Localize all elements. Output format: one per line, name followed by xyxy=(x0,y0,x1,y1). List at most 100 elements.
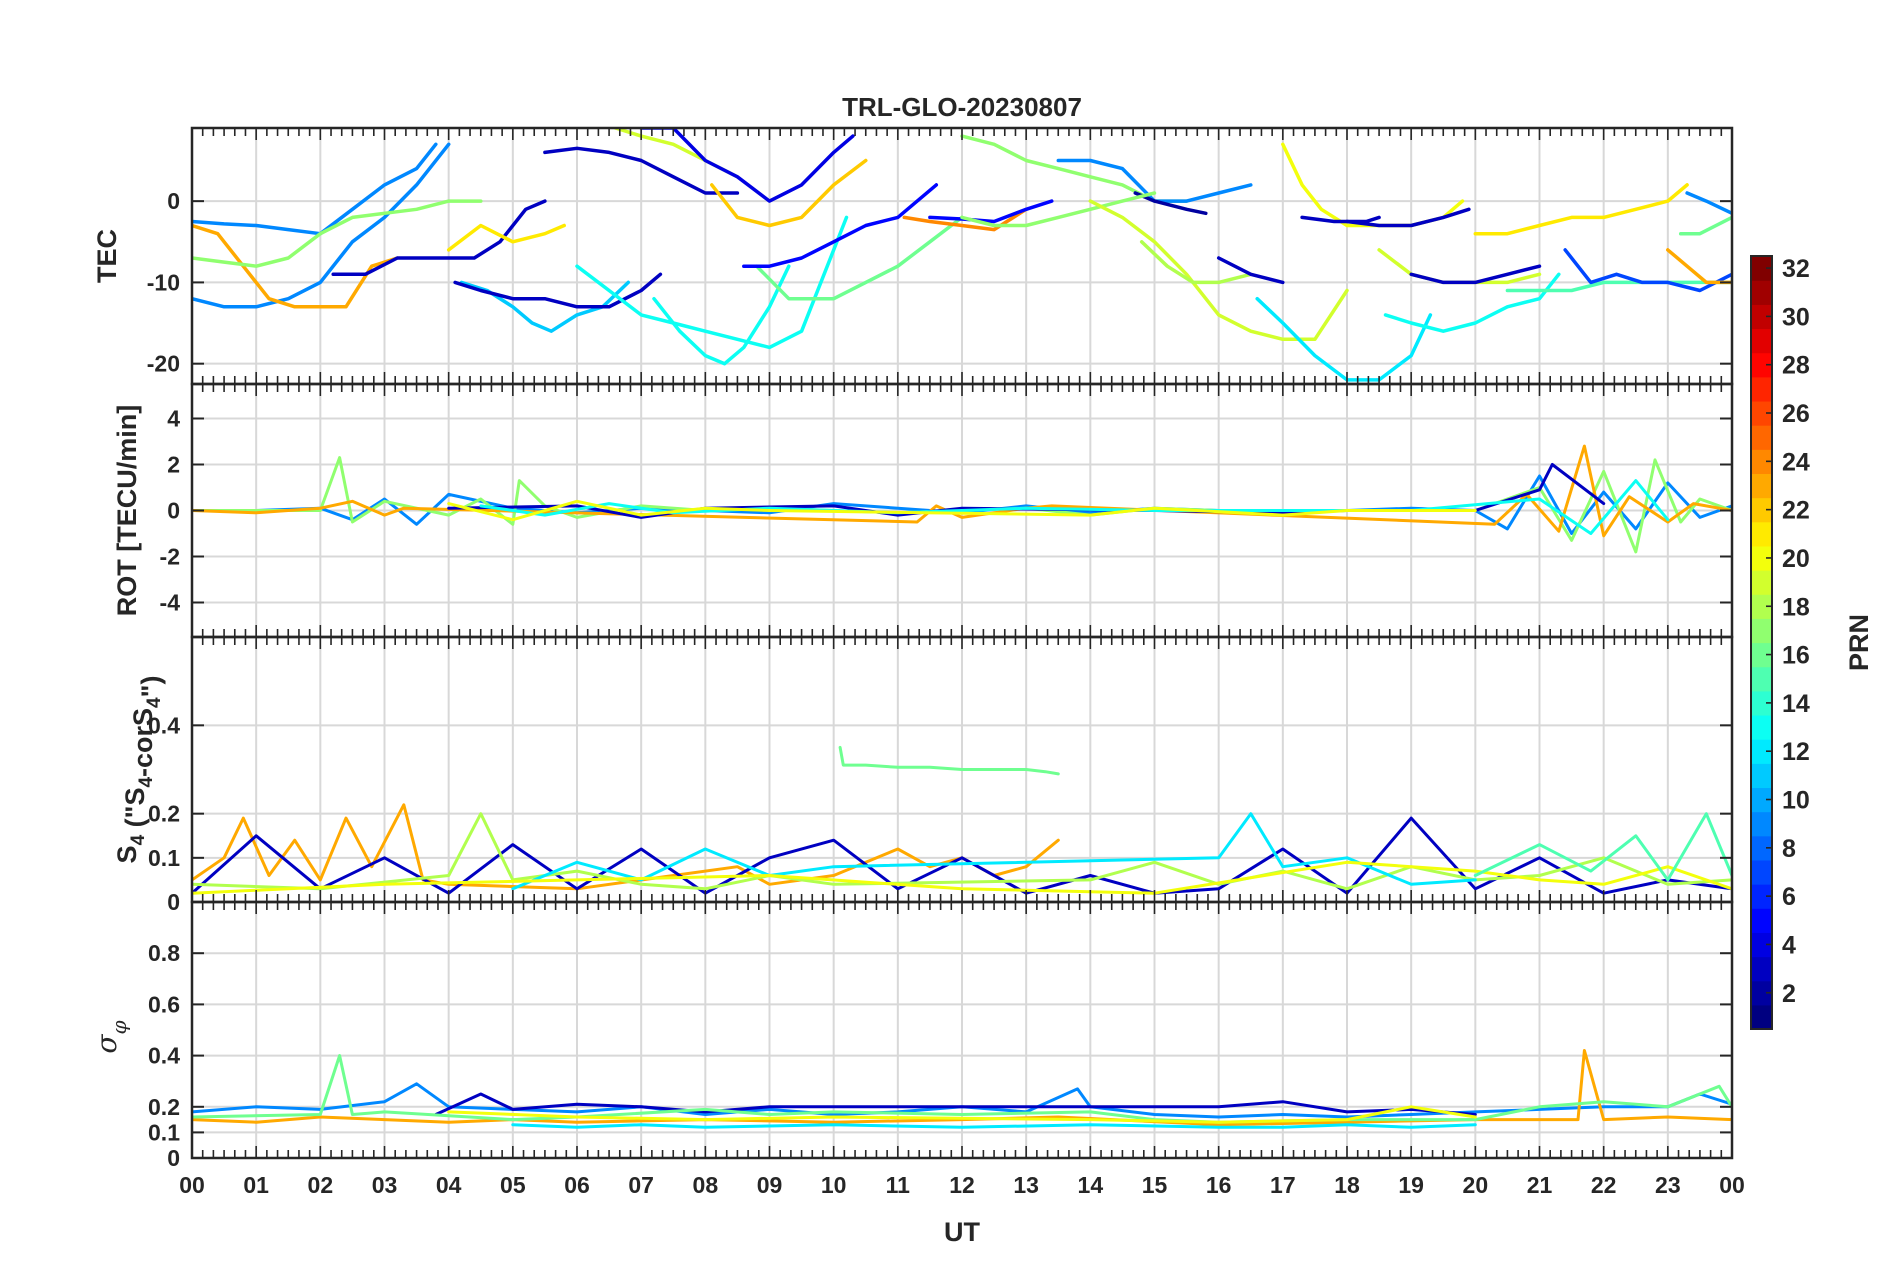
sigma-y-axis-label: σφ xyxy=(90,1020,131,1053)
colorbar-tick-label: 20 xyxy=(1782,545,1810,573)
colorbar-swatch xyxy=(1751,352,1772,378)
tec-series-prn-20-26 xyxy=(1281,142,1465,228)
colorbar-swatch xyxy=(1751,956,1772,982)
tec-series-prn-7-34 xyxy=(1563,248,1732,293)
colorbar-swatch xyxy=(1751,425,1772,450)
s4-series-prn-16-0 xyxy=(838,745,1060,776)
colorbar-swatch xyxy=(1751,787,1772,813)
s4-label-subscript: 4 xyxy=(128,834,149,845)
colorbar-tick-label: 10 xyxy=(1782,787,1810,815)
sigma-y-tick-label: 0 xyxy=(167,1145,180,1171)
colorbar-swatch xyxy=(1751,835,1772,861)
chart-title: TRL-GLO-20230807 xyxy=(842,92,1082,122)
tec-series-prn-13-12 xyxy=(575,215,849,350)
x-tick-label: 10 xyxy=(821,1172,847,1198)
tec-series-prn-15-33 xyxy=(1505,280,1732,293)
colorbar-swatch xyxy=(1751,714,1772,740)
x-tick-label: 06 xyxy=(564,1172,590,1198)
s4-y-tick-label: 0.1 xyxy=(148,845,180,871)
colorbar-swatch xyxy=(1751,1004,1772,1030)
sigma-symbol: σ xyxy=(90,1034,123,1054)
colorbar-swatch xyxy=(1751,932,1772,958)
tec-series-prn-3-4 xyxy=(331,199,547,277)
colorbar-tick-label: 28 xyxy=(1782,352,1810,380)
x-tick-label: 11 xyxy=(886,1172,911,1198)
colorbar-tick-label: 16 xyxy=(1782,642,1810,670)
colorbar-swatch xyxy=(1751,884,1772,909)
rot-y-tick-label: 0 xyxy=(167,498,180,524)
colorbar-swatch xyxy=(1751,376,1772,402)
x-tick-label: 19 xyxy=(1398,1172,1424,1198)
x-tick-label: 00 xyxy=(1719,1172,1745,1198)
sigma-series-prn-12-4 xyxy=(511,1123,1477,1129)
tec-series-prn-3-31 xyxy=(1409,264,1542,285)
s4-label-part: S xyxy=(112,845,142,863)
colorbar-tick-label: 18 xyxy=(1782,593,1810,621)
x-tick-label: 23 xyxy=(1655,1172,1681,1198)
x-tick-label: 21 xyxy=(1527,1172,1553,1198)
x-tick-label: 18 xyxy=(1334,1172,1360,1198)
sigma-series-prn-9-0 xyxy=(192,1082,1732,1119)
s4-y-axis-label: S4 ("S4-corS4") xyxy=(112,676,166,864)
colorbar-tick-label: 24 xyxy=(1782,448,1810,476)
colorbar-swatch xyxy=(1751,570,1772,595)
colorbar-swatch xyxy=(1751,980,1772,1006)
tec-series-prn-19-9 xyxy=(613,128,740,179)
tec-series-prn-16-14 xyxy=(754,215,964,301)
sigma-y-tick-label: 0.4 xyxy=(148,1043,180,1069)
tec-series-prn-17-3 xyxy=(192,199,483,268)
x-tick-label: 09 xyxy=(757,1172,783,1198)
colorbar-tick-label: 22 xyxy=(1782,497,1810,525)
tec-series-prn-17-18 xyxy=(960,134,1189,203)
tec-series-prn-3-24 xyxy=(1216,256,1285,285)
x-tick-label: 13 xyxy=(1013,1172,1039,1198)
colorbar-swatch xyxy=(1751,280,1772,305)
rot-y-axis-label: ROT [TECU/min] xyxy=(112,405,142,616)
colorbar-swatch xyxy=(1751,618,1772,644)
tec-series-prn-21-32 xyxy=(1473,183,1689,236)
tec-series-prn-4-10 xyxy=(639,128,855,203)
x-tick-label: 16 xyxy=(1206,1172,1232,1198)
s4-label-part: ("S xyxy=(120,788,150,835)
tec-series-prn-5-17 xyxy=(928,199,1054,224)
x-tick-label: 17 xyxy=(1270,1172,1296,1198)
colorbar-swatch xyxy=(1751,256,1772,281)
colorbar-tick-label: 6 xyxy=(1782,883,1796,911)
tec-series-prn-9-1 xyxy=(192,142,451,309)
colorbar-tick-label: 32 xyxy=(1782,255,1810,283)
tec-series-prn-18-23 xyxy=(1139,240,1253,285)
colorbar-label: PRN xyxy=(1844,614,1874,671)
panel-s4: 00.10.20.4S4 ("S4-corS4") xyxy=(112,635,1734,915)
colorbar-frame xyxy=(1750,255,1773,1030)
x-tick-label: 05 xyxy=(500,1172,526,1198)
x-tick-label: 03 xyxy=(372,1172,398,1198)
colorbar-swatch xyxy=(1751,594,1772,619)
tec-series-prn-19-22 xyxy=(1088,199,1349,342)
x-tick-label: 20 xyxy=(1463,1172,1489,1198)
colorbar-tick-label: 8 xyxy=(1782,835,1796,863)
sigma-series-group xyxy=(192,1049,1732,1129)
sigma-y-tick-label: 0.1 xyxy=(148,1119,180,1145)
rot-y-tick-label: -4 xyxy=(160,590,181,616)
colorbar-tick-label: 4 xyxy=(1782,931,1796,959)
colorbar-swatch xyxy=(1751,521,1772,547)
rot-series-prn-20-5 xyxy=(447,499,1477,522)
x-axis-label: UT xyxy=(944,1217,980,1247)
colorbar-swatch xyxy=(1751,642,1772,668)
s4-label-subscript: 4 xyxy=(144,697,165,708)
tec-y-axis-label: TEC xyxy=(92,229,122,283)
tec-series-prn-17-21 xyxy=(960,191,1157,228)
tec-series-prn-3-6 xyxy=(453,272,663,309)
tec-series-prn-9-37 xyxy=(1685,191,1732,216)
tec-series-prn-19-29 xyxy=(1377,248,1542,285)
sigma-y-tick-label: 0.6 xyxy=(148,991,180,1017)
colorbar-swatch xyxy=(1751,859,1772,885)
colorbar-swatch xyxy=(1751,908,1772,933)
panel-tec: -20 -10 0 TEC xyxy=(92,126,1734,386)
tec-y-tick-label: 0 xyxy=(167,188,180,214)
rot-series-group xyxy=(192,444,1732,554)
tec-series-prn-24-16 xyxy=(902,207,1028,232)
colorbar-swatch xyxy=(1751,763,1772,789)
tec-series-prn-16-36 xyxy=(1678,215,1732,236)
tec-series-prn-21-7 xyxy=(446,223,566,252)
